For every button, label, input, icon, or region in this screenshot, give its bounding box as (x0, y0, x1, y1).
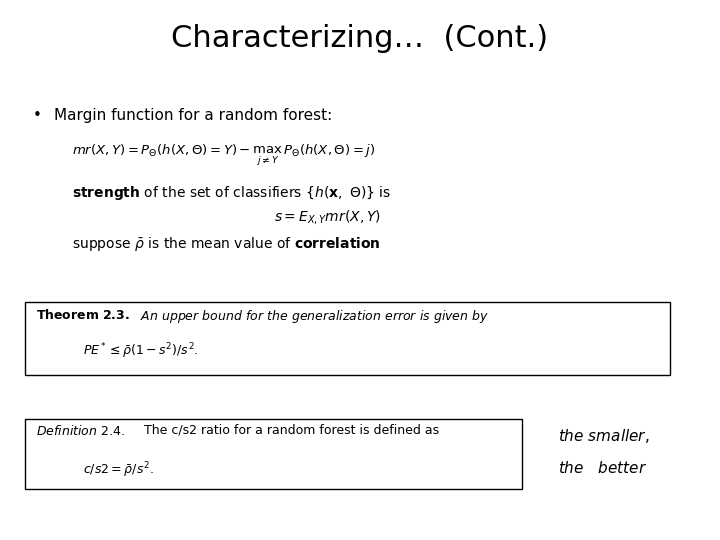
Text: $\mathit{the\ smaller,}$: $\mathit{the\ smaller,}$ (558, 427, 649, 444)
Text: $\mathit{An\ upper\ bound\ for\ the\ generalization\ error\ is\ given\ by}$: $\mathit{An\ upper\ bound\ for\ the\ gen… (140, 308, 490, 325)
Text: Margin function for a random forest:: Margin function for a random forest: (54, 108, 332, 123)
Text: $\mathbf{strength}$$\rm{\ of\ the\ set\ of\ classifiers\ \{}$$h(\mathbf{x},\ \Th: $\mathbf{strength}$$\rm{\ of\ the\ set\ … (72, 184, 392, 201)
FancyBboxPatch shape (25, 418, 522, 489)
Text: •: • (32, 108, 41, 123)
Text: The c/s2 ratio for a random forest is defined as: The c/s2 ratio for a random forest is de… (144, 424, 439, 437)
Text: $\mathit{Definition\ 2.4.}$: $\mathit{Definition\ 2.4.}$ (36, 424, 125, 438)
Text: $mr(X, Y) = P_{\Theta}(h(X, \Theta) = Y) - \underset{j \neq Y}{\max}\, P_{\Theta: $mr(X, Y) = P_{\Theta}(h(X, \Theta) = Y)… (72, 143, 375, 168)
Text: Characterizing…  (Cont.): Characterizing… (Cont.) (171, 24, 549, 53)
Text: $c/s2 = \bar{\rho}/s^2.$: $c/s2 = \bar{\rho}/s^2.$ (83, 460, 153, 480)
FancyBboxPatch shape (25, 302, 670, 375)
Text: $s = E_{X,Y}mr(X, Y)$: $s = E_{X,Y}mr(X, Y)$ (274, 208, 380, 226)
Text: $PE^* \leq \bar{\rho}(1 - s^2)/s^2.$: $PE^* \leq \bar{\rho}(1 - s^2)/s^2.$ (83, 341, 199, 361)
Text: $\mathit{the\ \ \ better}$: $\mathit{the\ \ \ better}$ (558, 460, 647, 476)
Text: suppose $\bar{\rho}$ is the mean value of $\mathbf{correlation}$: suppose $\bar{\rho}$ is the mean value o… (72, 235, 381, 253)
Text: $\mathbf{Theorem\ 2.3.}$: $\mathbf{Theorem\ 2.3.}$ (36, 308, 130, 322)
